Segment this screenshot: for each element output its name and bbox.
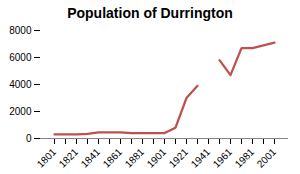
svg-text:0: 0 <box>26 133 32 144</box>
svg-text:1901: 1901 <box>145 146 169 170</box>
svg-text:1981: 1981 <box>233 146 257 170</box>
svg-text:1861: 1861 <box>101 146 125 170</box>
html-text:Population of Durrington: Population of Durrington <box>67 5 233 21</box>
svg-text:1941: 1941 <box>189 146 213 170</box>
svg-text:4000: 4000 <box>9 79 32 90</box>
svg-text:6000: 6000 <box>9 52 32 63</box>
svg-text:1921: 1921 <box>167 146 191 170</box>
svg-text:1841: 1841 <box>79 146 103 170</box>
svg-text:1801: 1801 <box>35 146 59 170</box>
svg-text:1881: 1881 <box>123 146 147 170</box>
svg-text:2000: 2000 <box>9 106 32 117</box>
svg-text:8000: 8000 <box>9 25 32 36</box>
svg-text:1821: 1821 <box>57 146 81 170</box>
svg-text:1961: 1961 <box>211 146 235 170</box>
svg-text:2001: 2001 <box>255 146 279 170</box>
